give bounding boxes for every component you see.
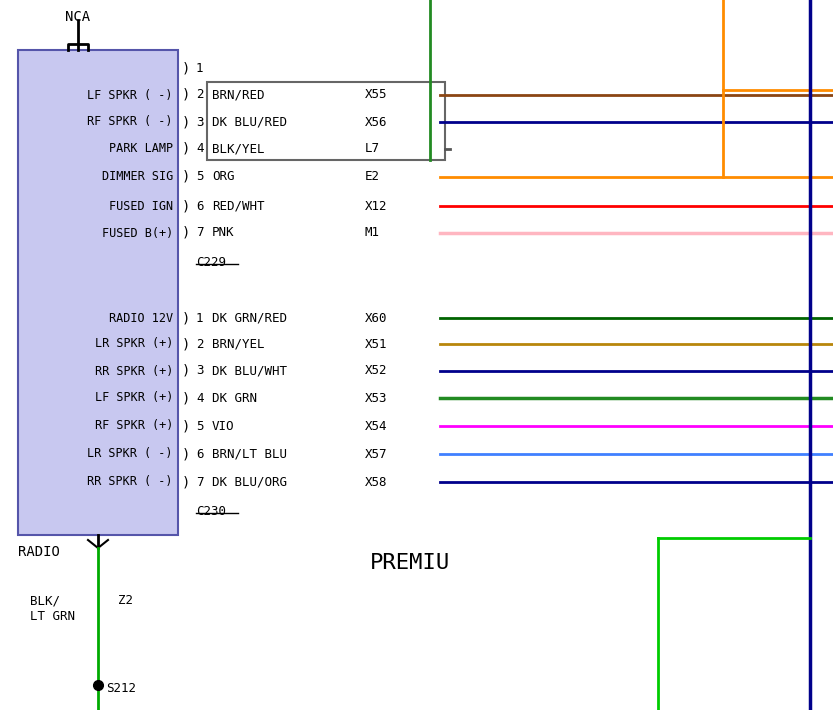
Text: ): ) bbox=[182, 226, 191, 240]
Text: ): ) bbox=[182, 391, 191, 405]
Text: LF SPKR (+): LF SPKR (+) bbox=[95, 391, 173, 405]
Text: 6: 6 bbox=[196, 447, 203, 461]
Text: ): ) bbox=[182, 199, 191, 213]
Text: L7: L7 bbox=[365, 143, 380, 155]
Text: 1: 1 bbox=[196, 312, 203, 324]
Text: RADIO: RADIO bbox=[18, 545, 60, 559]
Text: ): ) bbox=[182, 337, 191, 351]
Text: DK BLU/ORG: DK BLU/ORG bbox=[212, 476, 287, 488]
Text: ): ) bbox=[182, 61, 191, 75]
Text: ORG: ORG bbox=[212, 170, 235, 183]
Text: NCA: NCA bbox=[66, 10, 91, 24]
Text: X60: X60 bbox=[365, 312, 387, 324]
Text: LR SPKR ( -): LR SPKR ( -) bbox=[87, 447, 173, 461]
Text: 6: 6 bbox=[196, 200, 203, 212]
Text: BRN/RED: BRN/RED bbox=[212, 89, 265, 102]
Text: E2: E2 bbox=[365, 170, 380, 183]
Text: X57: X57 bbox=[365, 447, 387, 461]
Text: FUSED IGN: FUSED IGN bbox=[109, 200, 173, 212]
Text: BLK/YEL: BLK/YEL bbox=[212, 143, 265, 155]
Text: ): ) bbox=[182, 364, 191, 378]
Text: M1: M1 bbox=[365, 226, 380, 239]
Text: BLK/
LT GRN: BLK/ LT GRN bbox=[30, 595, 75, 623]
Text: 4: 4 bbox=[196, 391, 203, 405]
Text: RR SPKR (+): RR SPKR (+) bbox=[95, 364, 173, 378]
Text: 7: 7 bbox=[196, 226, 203, 239]
Text: X54: X54 bbox=[365, 420, 387, 432]
Text: 3: 3 bbox=[196, 364, 203, 378]
Text: Z2: Z2 bbox=[118, 594, 133, 607]
Text: X53: X53 bbox=[365, 391, 387, 405]
Text: 2: 2 bbox=[196, 89, 203, 102]
Text: ): ) bbox=[182, 419, 191, 433]
Text: DK GRN/RED: DK GRN/RED bbox=[212, 312, 287, 324]
Text: X58: X58 bbox=[365, 476, 387, 488]
Text: 7: 7 bbox=[196, 476, 203, 488]
Text: RADIO 12V: RADIO 12V bbox=[109, 312, 173, 324]
Text: X52: X52 bbox=[365, 364, 387, 378]
Text: RF SPKR (+): RF SPKR (+) bbox=[95, 420, 173, 432]
Text: PARK LAMP: PARK LAMP bbox=[109, 143, 173, 155]
Text: C230: C230 bbox=[196, 505, 226, 518]
Text: DK BLU/RED: DK BLU/RED bbox=[212, 116, 287, 129]
Text: 3: 3 bbox=[196, 116, 203, 129]
Text: FUSED B(+): FUSED B(+) bbox=[102, 226, 173, 239]
Text: PREMIU: PREMIU bbox=[370, 553, 451, 573]
Text: LR SPKR (+): LR SPKR (+) bbox=[95, 337, 173, 351]
Text: X56: X56 bbox=[365, 116, 387, 129]
Text: RED/WHT: RED/WHT bbox=[212, 200, 265, 212]
Text: ): ) bbox=[182, 475, 191, 489]
Text: RF SPKR ( -): RF SPKR ( -) bbox=[87, 116, 173, 129]
Text: S212: S212 bbox=[106, 682, 136, 694]
Bar bbox=[18, 50, 178, 535]
Text: X12: X12 bbox=[365, 200, 387, 212]
Text: X55: X55 bbox=[365, 89, 387, 102]
Text: PNK: PNK bbox=[212, 226, 235, 239]
Text: ): ) bbox=[182, 311, 191, 325]
Text: 5: 5 bbox=[196, 420, 203, 432]
Text: C229: C229 bbox=[196, 256, 226, 269]
Text: RR SPKR ( -): RR SPKR ( -) bbox=[87, 476, 173, 488]
Text: ): ) bbox=[182, 88, 191, 102]
Text: DK GRN: DK GRN bbox=[212, 391, 257, 405]
Text: 1: 1 bbox=[196, 62, 203, 75]
Text: BRN/YEL: BRN/YEL bbox=[212, 337, 265, 351]
Text: DK BLU/WHT: DK BLU/WHT bbox=[212, 364, 287, 378]
Text: 4: 4 bbox=[196, 143, 203, 155]
Text: 5: 5 bbox=[196, 170, 203, 183]
Text: VIO: VIO bbox=[212, 420, 235, 432]
Text: 2: 2 bbox=[196, 337, 203, 351]
Text: LF SPKR ( -): LF SPKR ( -) bbox=[87, 89, 173, 102]
Text: ): ) bbox=[182, 170, 191, 184]
Text: DIMMER SIG: DIMMER SIG bbox=[102, 170, 173, 183]
Text: X51: X51 bbox=[365, 337, 387, 351]
Text: BRN/LT BLU: BRN/LT BLU bbox=[212, 447, 287, 461]
Text: ): ) bbox=[182, 447, 191, 461]
Bar bbox=[207, 82, 445, 160]
Text: ): ) bbox=[182, 115, 191, 129]
Text: ): ) bbox=[182, 142, 191, 156]
